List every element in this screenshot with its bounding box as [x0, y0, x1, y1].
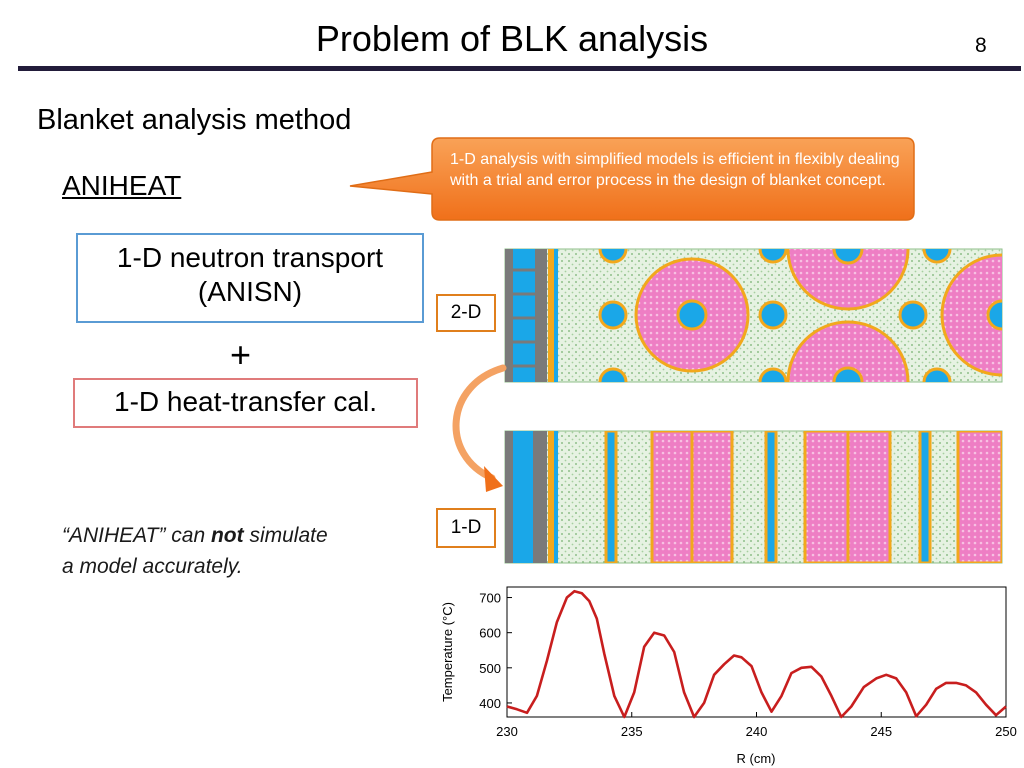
neutron-box-line1: 1-D neutron transport — [116, 242, 384, 273]
y-tick-label: 400 — [479, 696, 501, 711]
x-axis-label: R (cm) — [737, 751, 776, 766]
x-tick-label: 250 — [995, 724, 1017, 739]
y-tick-label: 700 — [479, 591, 501, 606]
note-emphasis: not — [210, 524, 244, 547]
diagram-1d — [504, 430, 1003, 564]
neutron-box-line2: (ANISN) — [197, 276, 303, 307]
conversion-arrow — [452, 364, 507, 492]
section-heading: Blanket analysis method — [37, 104, 352, 136]
callout-bubble — [349, 137, 915, 221]
neutron-transport-box: 1-D neutron transport (ANISN) — [76, 233, 424, 323]
y-axis-label: Temperature (°C) — [440, 602, 455, 702]
label-2d: 2-D — [436, 294, 496, 332]
series-line-temperature — [506, 589, 1007, 719]
y-tick-label: 600 — [479, 626, 501, 641]
method-name: ANIHEAT — [62, 170, 182, 201]
page-number: 8 — [975, 34, 987, 57]
note-text-after: simulate — [243, 524, 328, 547]
x-tick-label: 240 — [746, 724, 768, 739]
label-1d: 1-D — [436, 508, 496, 548]
plus-sign: + — [230, 334, 252, 375]
callout-text: 1-D analysis with simplified models is e… — [450, 151, 900, 189]
heat-transfer-box: 1-D heat-transfer cal. — [73, 378, 418, 428]
title-divider — [18, 66, 1021, 71]
note-line2: a model accurately. — [62, 555, 243, 578]
x-tick-label: 235 — [621, 724, 643, 739]
limitation-note: “ANIHEAT” can not simulate a model accur… — [62, 520, 328, 582]
slide-title: Problem of BLK analysis — [315, 18, 709, 59]
note-text-before: “ANIHEAT” can — [62, 524, 211, 547]
x-tick-label: 230 — [496, 724, 518, 739]
diagram-2d — [504, 248, 1003, 383]
x-tick-label: 245 — [870, 724, 892, 739]
y-tick-label: 500 — [479, 661, 501, 676]
